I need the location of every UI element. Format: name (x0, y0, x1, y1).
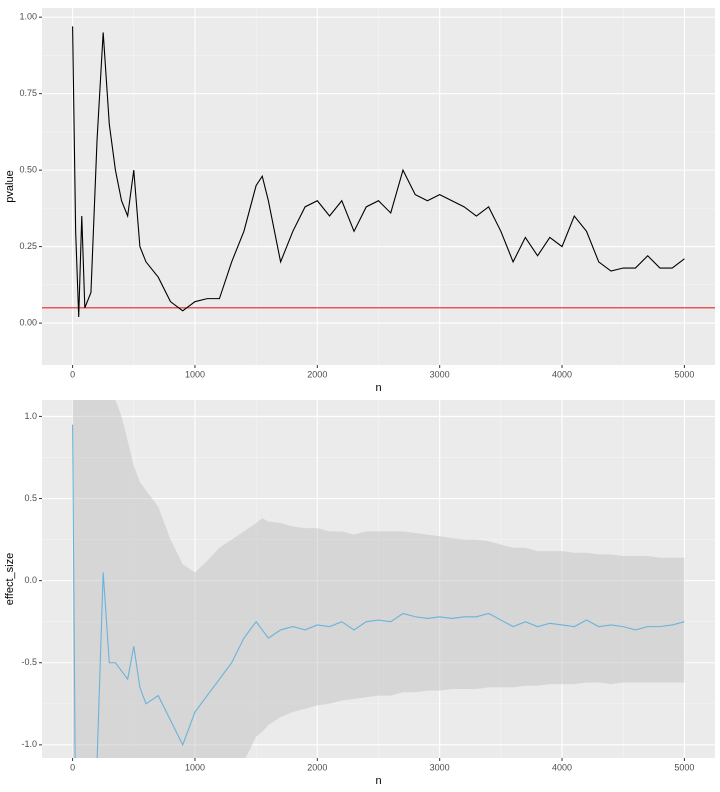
y-tick-label: 0.75 (19, 88, 37, 98)
data-line (72, 424, 685, 758)
x-tick-label: 4000 (552, 369, 572, 379)
x-tick-label: 5000 (674, 762, 694, 772)
x-tick-label: 1000 (185, 369, 205, 379)
confidence-band (72, 400, 685, 758)
y-tick-label: 1.0 (24, 411, 37, 421)
x-tick-label: 3000 (430, 369, 450, 379)
x-axis-title: n (375, 775, 381, 787)
x-tick-label: 5000 (674, 369, 694, 379)
y-tick-label: 0.0 (24, 575, 37, 585)
x-tick-label: 4000 (552, 762, 572, 772)
x-tick-label: 2000 (307, 369, 327, 379)
x-tick-label: 0 (70, 762, 75, 772)
x-tick-label: 1000 (185, 762, 205, 772)
x-tick-label: 2000 (307, 762, 327, 772)
y-tick-label: 0.00 (19, 317, 37, 327)
y-axis-title: pvalue (4, 170, 16, 202)
y-tick-label: 0.5 (24, 493, 37, 503)
x-tick-label: 0 (70, 369, 75, 379)
plot-area (42, 26, 715, 317)
panel-group: -1.0 -0.5 0.0 0.5 1.0 0 1000 2000 3000 4000 5000 n e… (4, 400, 715, 787)
y-tick-label: -1.0 (21, 739, 37, 749)
y-tick-label: 0.25 (19, 241, 37, 251)
x-tick-label: 3000 (430, 762, 450, 772)
x-axis-title: n (375, 382, 381, 394)
y-tick-label: 0.50 (19, 165, 37, 175)
panel-group: 0.00 0.25 0.50 0.75 1.00 0 1000 2000 3000 4000 500… (4, 8, 715, 394)
y-tick-label: -0.5 (21, 657, 37, 667)
data-line (72, 26, 685, 317)
y-axis-title: effect_size (4, 553, 16, 605)
plot-area (72, 400, 685, 758)
y-tick-label: 1.00 (19, 12, 37, 22)
